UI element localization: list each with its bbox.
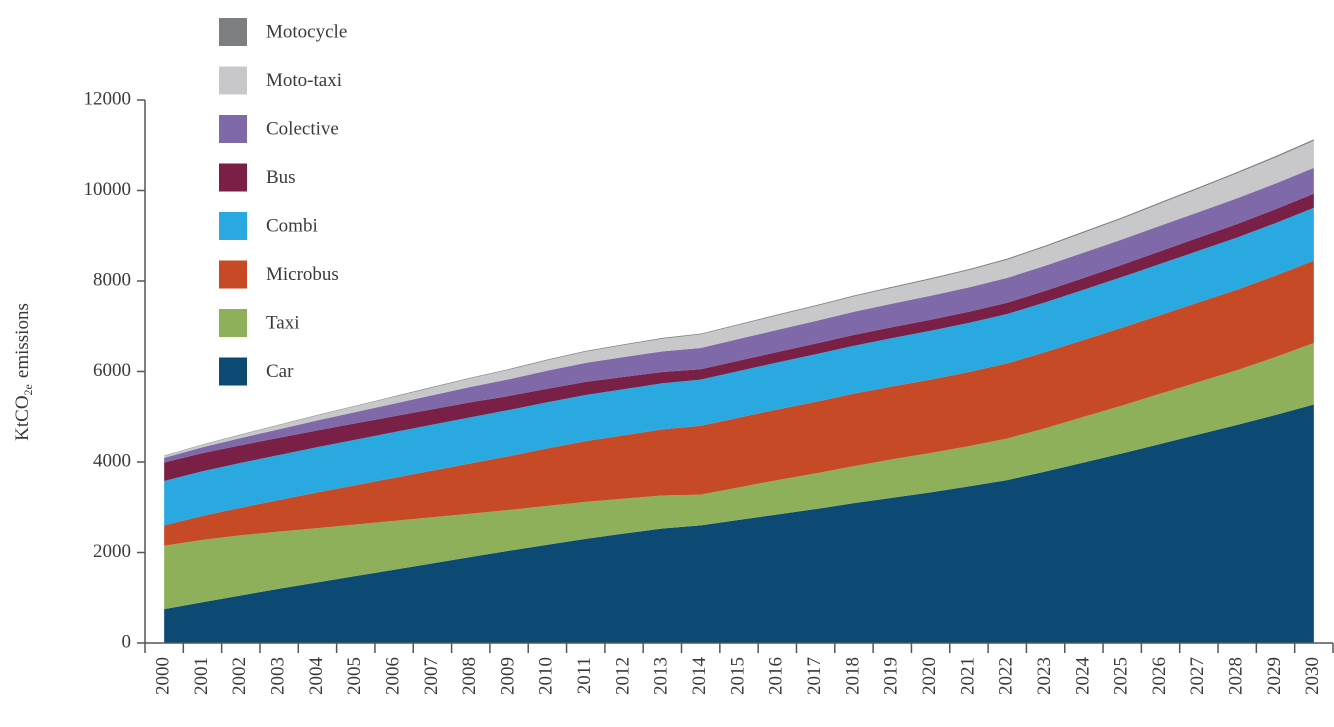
legend-label: Taxi bbox=[266, 312, 300, 333]
y-tick-label: 4000 bbox=[93, 450, 131, 471]
legend-swatch bbox=[219, 309, 247, 337]
x-tick-label: 2024 bbox=[1072, 657, 1093, 696]
y-label-rest: emissions bbox=[12, 303, 33, 378]
x-tick-label: 2007 bbox=[421, 657, 442, 695]
area bbox=[164, 140, 1314, 458]
y-tick-label: 8000 bbox=[93, 269, 131, 290]
legend-label: Colective bbox=[266, 118, 339, 139]
y-label-sub: 2e bbox=[21, 384, 35, 395]
x-tick-label: 2022 bbox=[996, 657, 1017, 695]
x-tick-label: 2016 bbox=[766, 657, 787, 695]
x-tick-label: 2017 bbox=[804, 657, 825, 695]
x-tick-label: 2027 bbox=[1187, 657, 1208, 695]
legend-label: Motocycle bbox=[266, 21, 347, 42]
y-axis-label: KtCO2e emissions bbox=[12, 303, 34, 441]
y-label-main: KtCO bbox=[12, 395, 33, 440]
legend-swatch bbox=[219, 163, 247, 192]
x-tick-label: 2012 bbox=[612, 657, 633, 695]
y-tick-label: 6000 bbox=[93, 360, 131, 381]
y-tick-label: 2000 bbox=[93, 541, 131, 562]
legend-label: Bus bbox=[266, 167, 296, 188]
y-tick-label: 12000 bbox=[84, 88, 132, 109]
legend-swatch bbox=[219, 115, 247, 143]
x-tick-label: 2009 bbox=[497, 657, 518, 695]
x-tick-label: 2004 bbox=[306, 657, 327, 696]
x-tick-label: 2001 bbox=[191, 657, 212, 695]
legend-swatch bbox=[219, 18, 247, 46]
x-tick-label: 2010 bbox=[536, 657, 557, 695]
y-tick-label: 0 bbox=[122, 631, 132, 652]
y-tick-label: 10000 bbox=[84, 179, 132, 200]
legend-swatch bbox=[219, 66, 247, 95]
x-tick-label: 2026 bbox=[1149, 657, 1170, 695]
x-tick-label: 2000 bbox=[153, 657, 174, 695]
x-tick-label: 2018 bbox=[842, 657, 863, 695]
area bbox=[164, 260, 1314, 546]
x-tick-label: 2015 bbox=[727, 657, 748, 695]
x-tick-label: 2013 bbox=[651, 657, 672, 695]
x-tick-label: 2020 bbox=[919, 657, 940, 695]
x-tick-label: 2030 bbox=[1302, 657, 1323, 695]
legend-label: Car bbox=[266, 361, 294, 382]
legend-label: Moto-taxi bbox=[266, 70, 342, 91]
legend-swatch bbox=[219, 260, 247, 289]
x-tick-label: 2019 bbox=[881, 657, 902, 695]
x-tick-label: 2008 bbox=[459, 657, 480, 695]
x-tick-label: 2021 bbox=[957, 657, 978, 695]
x-tick-label: 2014 bbox=[689, 657, 710, 696]
x-tick-label: 2005 bbox=[344, 657, 365, 695]
x-tick-label: 2003 bbox=[267, 657, 288, 695]
area bbox=[164, 193, 1314, 482]
x-tick-label: 2025 bbox=[1111, 657, 1132, 695]
x-tick-label: 2011 bbox=[574, 657, 595, 694]
area bbox=[164, 404, 1314, 643]
legend-label: Microbus bbox=[266, 264, 339, 285]
legend-swatch bbox=[219, 212, 247, 240]
x-tick-label: 2028 bbox=[1226, 657, 1247, 695]
area bbox=[164, 207, 1314, 526]
x-tick-label: 2029 bbox=[1264, 657, 1285, 695]
legend-label: Combi bbox=[266, 215, 318, 236]
x-tick-label: 2006 bbox=[382, 657, 403, 695]
area bbox=[164, 167, 1314, 463]
x-tick-label: 2023 bbox=[1034, 657, 1055, 695]
x-tick-label: 2002 bbox=[229, 657, 250, 695]
area bbox=[164, 342, 1314, 610]
legend-swatch bbox=[219, 357, 247, 386]
